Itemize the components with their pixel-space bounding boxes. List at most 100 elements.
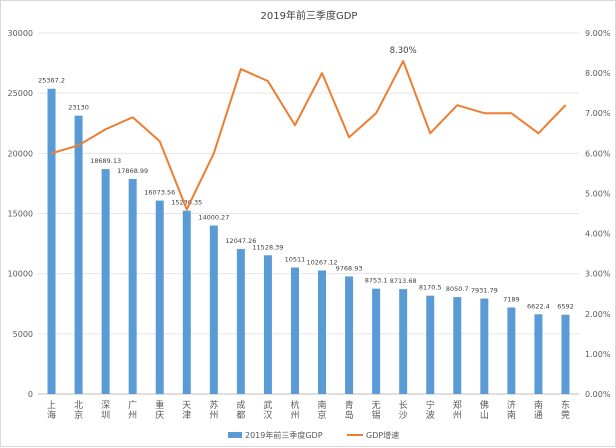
line-point: [267, 80, 269, 82]
bar-label: 6592: [557, 303, 574, 311]
x-tick: 成: [236, 399, 245, 411]
x-tick: 天: [182, 401, 191, 411]
y-right-tick: 3.00%: [585, 270, 611, 279]
x-tick: 山: [480, 410, 489, 421]
x-tick: 京: [318, 409, 327, 421]
line-point: [348, 136, 350, 138]
y-left-tick: 5000: [13, 330, 33, 339]
x-tick: 宁: [426, 399, 435, 411]
y-right-tick: 8.00%: [585, 69, 611, 78]
bar: [318, 270, 327, 394]
x-tick: 州: [128, 410, 137, 421]
bar: [128, 178, 137, 394]
bar: [399, 289, 408, 394]
x-tick: 武: [263, 399, 272, 411]
x-tick: 莞: [561, 409, 570, 421]
bar: [426, 295, 435, 394]
line-point: [483, 112, 485, 114]
line-point: [213, 152, 215, 154]
y-right-tick: 4.00%: [585, 230, 611, 239]
bar-label: 8753.1: [365, 277, 388, 285]
bar: [263, 255, 272, 394]
x-tick: 南: [318, 399, 327, 411]
bar-label: 11528.39: [252, 243, 283, 251]
bar: [507, 307, 516, 394]
y-left-tick: 30000: [8, 29, 33, 38]
x-tick: 通: [534, 410, 543, 421]
x-tick: 北: [74, 400, 83, 411]
line-point: [294, 124, 296, 126]
bar: [74, 115, 83, 394]
bar: [345, 276, 354, 394]
bar-label: 9768.93: [336, 264, 363, 272]
bar-label: 23130: [68, 104, 89, 112]
x-tick: 南: [507, 409, 516, 421]
x-tick: 苏: [209, 399, 218, 411]
x-tick: 锡: [372, 410, 381, 421]
x-tick: 沙: [399, 410, 408, 421]
line-point: [132, 116, 134, 118]
y-left-tick: 20000: [8, 149, 33, 158]
y-left-tick: 0: [28, 390, 33, 399]
bar-label: 8050.7: [446, 285, 469, 293]
y-right-tick: 9.00%: [585, 29, 611, 38]
line-point: [429, 132, 431, 134]
bar: [534, 314, 543, 394]
x-tick: 州: [209, 410, 218, 421]
x-tick: 汉: [263, 410, 272, 421]
bar-label: 8170.5: [419, 284, 442, 292]
x-tick: 津: [182, 410, 191, 421]
bar: [372, 288, 381, 394]
x-tick: 无: [372, 400, 381, 411]
bar-label: 7931.79: [471, 287, 498, 295]
x-tick: 长: [399, 399, 408, 411]
bar-label: 10267.12: [307, 258, 338, 266]
x-tick: 重: [155, 399, 164, 411]
bar-label: 10511: [285, 256, 306, 264]
y-left-tick: 25000: [8, 89, 33, 98]
x-tick: 州: [453, 410, 462, 421]
bar-label: 7189: [503, 295, 520, 303]
line-point: [510, 112, 512, 114]
y-right-tick: 1.00%: [585, 350, 611, 359]
bar-label: 6622.4: [527, 302, 550, 310]
line-point: [537, 132, 539, 134]
bar-label: 18689.13: [90, 157, 121, 165]
legend-bar-label: 2019年前三季度GDP: [245, 430, 323, 440]
bar: [182, 210, 191, 394]
x-tick: 深: [101, 400, 110, 411]
bar-label: 14000.27: [198, 214, 229, 222]
line-point: [105, 128, 107, 130]
y-right-tick: 2.00%: [585, 310, 611, 319]
x-tick: 南: [534, 399, 543, 411]
x-tick: 郑: [453, 399, 462, 411]
x-tick: 上: [47, 400, 56, 411]
x-tick: 京: [74, 409, 83, 421]
x-tick: 州: [290, 410, 299, 421]
y-right-tick: 6.00%: [585, 149, 611, 158]
bar-label: 8713.68: [390, 277, 417, 285]
bar: [209, 225, 218, 394]
bar-label: 12047.26: [225, 237, 256, 245]
line-annotation: 8.30%: [390, 46, 417, 56]
x-tick: 广: [128, 399, 137, 411]
bar-label: 16073.56: [144, 189, 175, 197]
bar-label: 15236.35: [171, 199, 202, 207]
y-left-tick: 15000: [8, 210, 33, 219]
y-left-tick: 10000: [8, 270, 33, 279]
line-point: [186, 208, 188, 210]
line-point: [321, 72, 323, 74]
bar: [236, 249, 245, 394]
x-tick: 佛: [480, 399, 489, 411]
line-point: [159, 140, 161, 142]
x-tick: 济: [507, 399, 516, 411]
legend-line-label: GDP增速: [366, 430, 399, 440]
bar: [47, 88, 56, 395]
legend-bar-swatch: [228, 432, 242, 438]
bar: [290, 267, 299, 394]
x-tick: 圳: [101, 410, 110, 421]
bar: [561, 314, 570, 394]
growth-line: [51, 60, 567, 211]
x-tick: 青: [345, 399, 354, 411]
line-point: [78, 144, 80, 146]
